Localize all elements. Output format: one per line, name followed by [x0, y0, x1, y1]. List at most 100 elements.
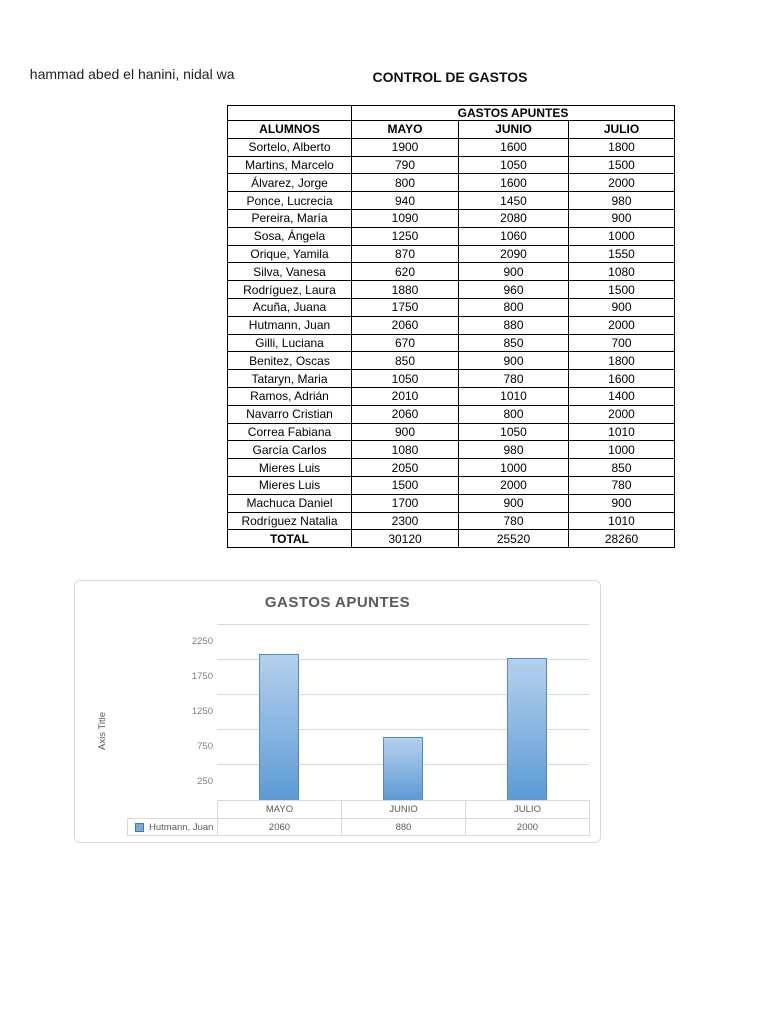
value-cell: 1500 [351, 475, 459, 495]
student-name-cell: Gilli, Luciana [227, 333, 352, 353]
value-cell: 25520 [458, 529, 569, 549]
value-cell: 800 [351, 173, 459, 193]
value-cell: 1050 [351, 369, 459, 388]
student-name-cell: Benitez, Oscas [227, 351, 352, 371]
table-row: Mieres Luis 1500 2000 780 [227, 475, 675, 495]
value-cell: 800 [458, 404, 569, 424]
student-name-cell: TOTAL [227, 529, 352, 549]
table-row: Correa Fabiana 900 1050 1010 [227, 422, 675, 442]
value-cell: 1060 [458, 226, 569, 246]
page-header-partial-text: ohammad abed el hanini, nidal wa [29, 66, 273, 86]
value-cell: 2050 [351, 458, 459, 477]
value-cell: 780 [458, 369, 569, 388]
value-cell: 790 [351, 155, 459, 175]
column-header-julio: JULIO [568, 120, 675, 139]
value-cell: 980 [458, 440, 569, 460]
gridline [217, 659, 589, 660]
value-cell: 900 [568, 493, 675, 513]
value-cell: 1010 [568, 422, 675, 442]
value-cell: 1500 [568, 280, 675, 299]
column-header-junio: JUNIO [458, 120, 569, 139]
value-cell: 1000 [458, 458, 569, 477]
value-cell: 2000 [568, 315, 675, 335]
table-row: Mieres Luis 2050 1000 850 [227, 458, 675, 477]
category-label-julio: JULIO [465, 800, 590, 819]
table-merged-header: GASTOS APUNTES [351, 105, 675, 121]
value-cell: 1400 [568, 386, 675, 406]
value-cell: 1700 [351, 493, 459, 513]
value-cell: 1050 [458, 422, 569, 442]
student-name-cell: Sortelo, Alberto [227, 137, 352, 157]
expense-table-body: GASTOS APUNTES ALUMNOS MAYO JUNIO JULIO … [227, 105, 675, 549]
student-name-cell: Acuña, Juana [227, 297, 352, 317]
table-row: Ramos, Adrián 2010 1010 1400 [227, 386, 675, 406]
value-cell: 2080 [458, 208, 569, 228]
page-header-text: ohammad abed el hanini, nidal wa [29, 66, 235, 82]
student-name-cell: Pereira, María [227, 208, 352, 228]
table-row: Navarro Cristian 2060 800 2000 [227, 404, 675, 424]
table-row: Acuña, Juana 1750 800 900 [227, 297, 675, 317]
value-cell: 1010 [568, 511, 675, 531]
expense-table: GASTOS APUNTES ALUMNOS MAYO JUNIO JULIO … [227, 105, 675, 549]
value-cell: 2060 [351, 404, 459, 424]
student-name-cell: Rodríguez Natalia [227, 511, 352, 531]
student-name-cell: Sosa, Ángela [227, 226, 352, 246]
column-header-alumnos: ALUMNOS [227, 120, 352, 139]
student-name-cell: Navarro Cristian [227, 404, 352, 424]
value-cell: 1250 [351, 226, 459, 246]
chart-category-row: MAYO JUNIO JULIO [128, 800, 590, 819]
data-table-value-julio: 2000 [465, 818, 590, 836]
y-tick-label: 2250 [191, 635, 213, 647]
student-name-cell: Hutmann, Juan [227, 315, 352, 335]
table-row: Ponce, Lucrecia 940 1450 980 [227, 191, 675, 210]
chart-data-table: MAYO JUNIO JULIO Hutmann, Juan 2060 880 … [127, 800, 590, 836]
y-tick-label: 250 [197, 775, 213, 787]
student-name-cell: Correa Fabiana [227, 422, 352, 442]
table-row: Sosa, Ángela 1250 1060 1000 [227, 226, 675, 246]
value-cell: 1800 [568, 351, 675, 371]
table-row: Hutmann, Juan 2060 880 2000 [227, 315, 675, 335]
table-row: Machuca Daniel 1700 900 900 [227, 493, 675, 513]
table-total-row: TOTAL 30120 25520 28260 [227, 529, 675, 549]
value-cell: 850 [568, 458, 675, 477]
value-cell: 2000 [458, 475, 569, 495]
table-row: García Carlos 1080 980 1000 [227, 440, 675, 460]
student-name-cell: Martins, Marcelo [227, 155, 352, 175]
student-name-cell: Machuca Daniel [227, 493, 352, 513]
category-label-mayo: MAYO [217, 800, 342, 819]
bar-julio [507, 658, 547, 800]
chart: GASTOS APUNTES Axis Title MAYO JUNIO JUL… [74, 580, 601, 843]
value-cell: 1450 [458, 191, 569, 210]
category-row-spacer [128, 801, 218, 819]
value-cell: 2010 [351, 386, 459, 406]
legend-series-label: Hutmann, Juan [149, 821, 214, 833]
chart-plot-area [217, 624, 589, 800]
gridline [217, 729, 589, 730]
table-row: Orique, Yamila 870 2090 1550 [227, 244, 675, 264]
student-name-cell: Ponce, Lucrecia [227, 191, 352, 210]
value-cell: 940 [351, 191, 459, 210]
student-name-cell: Rodríguez, Laura [227, 280, 352, 299]
bar-mayo [259, 654, 299, 800]
table-row: Silva, Vanesa 620 900 1080 [227, 262, 675, 282]
value-cell: 1800 [568, 137, 675, 157]
student-name-cell: García Carlos [227, 440, 352, 460]
table-row: Sortelo, Alberto 1900 1600 1800 [227, 137, 675, 157]
value-cell: 980 [568, 191, 675, 210]
value-cell: 900 [568, 208, 675, 228]
table-row: Benitez, Oscas 850 900 1800 [227, 351, 675, 371]
value-cell: 2090 [458, 244, 569, 264]
value-cell: 1050 [458, 155, 569, 175]
value-cell: 700 [568, 333, 675, 353]
y-tick-label: 1250 [191, 705, 213, 717]
value-cell: 670 [351, 333, 459, 353]
value-cell: 1500 [568, 155, 675, 175]
value-cell: 28260 [568, 529, 675, 549]
table-row: Rodríguez, Laura 1880 960 1500 [227, 280, 675, 299]
student-name-cell: Orique, Yamila [227, 244, 352, 264]
table-row: Álvarez, Jorge 800 1600 2000 [227, 173, 675, 193]
value-cell: 960 [458, 280, 569, 299]
value-cell: 1550 [568, 244, 675, 264]
data-table-value-mayo: 2060 [217, 818, 342, 836]
value-cell: 1090 [351, 208, 459, 228]
